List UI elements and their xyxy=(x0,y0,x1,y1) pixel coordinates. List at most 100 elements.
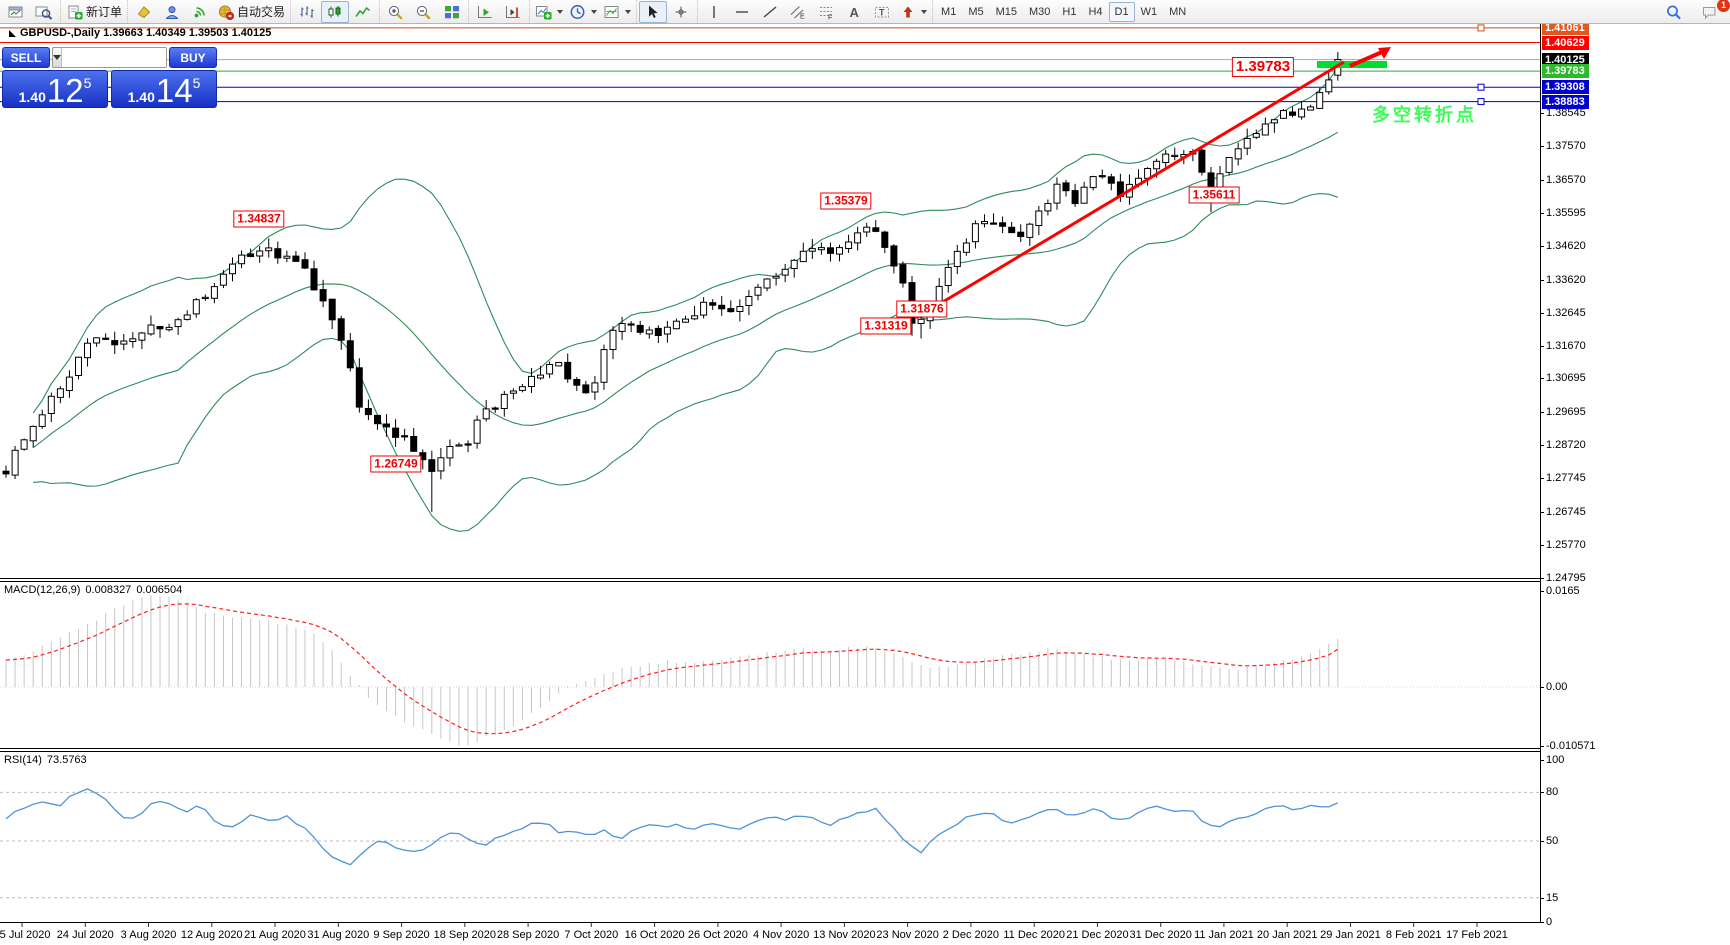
toolbar-button-autoscroll[interactable] xyxy=(471,1,499,23)
timeframe-button-M5[interactable]: M5 xyxy=(968,5,984,18)
buy-price-sup: 5 xyxy=(192,75,201,91)
toolbar-button-depth[interactable] xyxy=(130,1,158,23)
timeframe-button-H4[interactable]: H4 xyxy=(1088,5,1103,18)
axis-tick-mark xyxy=(1540,760,1544,761)
toolbar-button-line[interactable] xyxy=(349,1,377,23)
trend-line[interactable] xyxy=(915,60,1345,320)
candle-body xyxy=(618,323,626,332)
price-tick: 1.32645 xyxy=(1546,307,1586,319)
toolbar-button-arrows[interactable] xyxy=(896,1,930,23)
timeframe-button-MN[interactable]: MN xyxy=(1169,5,1187,18)
toolbar-button-candles[interactable] xyxy=(321,0,350,23)
level-line-handle[interactable] xyxy=(1477,98,1485,106)
macd-signal-line xyxy=(5,603,1339,735)
axis-tick-mark xyxy=(1540,687,1544,688)
level-line-handle[interactable] xyxy=(1477,24,1485,32)
axis-tick-mark xyxy=(1540,213,1544,214)
candle-body xyxy=(38,414,46,427)
toolbar-button-cursor[interactable] xyxy=(639,0,668,23)
candle-body xyxy=(663,326,671,335)
arrow-shaft[interactable] xyxy=(1349,50,1383,68)
candle-body xyxy=(763,278,771,289)
sell-price-display[interactable]: 1.40 12 5 xyxy=(2,70,108,108)
toolbar-button-zoom-in[interactable] xyxy=(382,1,410,23)
buy-button[interactable]: BUY xyxy=(169,47,217,68)
notifications-button[interactable]: 1 xyxy=(1696,0,1730,23)
toolbar-group-chart-type xyxy=(290,0,379,23)
candles-icon xyxy=(326,4,344,20)
arrow-head-icon[interactable] xyxy=(1378,47,1391,59)
volume-decrease-button[interactable] xyxy=(53,48,62,67)
profile-icon xyxy=(163,4,181,20)
timeframe-button-M1[interactable]: M1 xyxy=(941,5,957,18)
search-button[interactable] xyxy=(1660,1,1688,23)
rsi-line xyxy=(5,788,1339,866)
level-price-badge: 1.41061 xyxy=(1542,21,1589,35)
date-label: 9 Sep 2020 xyxy=(373,929,430,941)
rsi-tick: 80 xyxy=(1546,786,1559,798)
level-line-handle[interactable] xyxy=(1477,83,1485,91)
turning-point-note[interactable]: 多空转折点 xyxy=(1372,105,1477,125)
rsi-layer xyxy=(0,788,1540,899)
price-annotation-label[interactable]: 1.35379 xyxy=(820,192,872,210)
candle-body xyxy=(392,427,400,438)
toolbar-button-label[interactable]: T xyxy=(868,1,896,23)
timeframe-button-D1[interactable]: D1 xyxy=(1108,1,1135,22)
bollinger-bands-layer xyxy=(32,66,1339,532)
toolbar-button-bars[interactable] xyxy=(293,1,321,23)
price-annotation-label[interactable]: 1.26749 xyxy=(370,455,422,473)
candle-body xyxy=(1261,123,1269,136)
toolbar-button-crosshair[interactable] xyxy=(667,1,695,23)
toolbar-button-new-chart[interactable] xyxy=(2,1,30,23)
toolbar-button-new-order[interactable]: 新订单 xyxy=(63,1,125,23)
date-label: 3 Aug 2020 xyxy=(120,929,177,941)
timeframe-button-H1[interactable]: H1 xyxy=(1062,5,1077,18)
price-annotation-label[interactable]: 1.31876 xyxy=(896,300,948,318)
axis-tick-mark xyxy=(1540,113,1544,114)
candle-body xyxy=(772,275,780,279)
window-collapse-icon xyxy=(9,29,16,37)
candle-body xyxy=(546,364,554,375)
axis-tick-mark xyxy=(1540,545,1544,546)
price-annotation-label[interactable]: 1.31319 xyxy=(860,317,912,335)
candle-body xyxy=(292,255,300,262)
timeframe-button-M15[interactable]: M15 xyxy=(995,5,1017,18)
toolbar-button-autotrade[interactable]: 自动交易 xyxy=(214,1,288,23)
toolbar-button-hline[interactable] xyxy=(728,1,756,23)
toolbar-button-shift[interactable] xyxy=(499,1,527,23)
toolbar-button-signals[interactable] xyxy=(186,1,214,23)
toolbar-right: 1 xyxy=(1660,0,1730,23)
chevron-down-icon xyxy=(591,9,598,14)
toolbar-button-vline[interactable] xyxy=(700,1,728,23)
candle-body xyxy=(736,306,744,312)
price-annotation-label[interactable]: 1.39783 xyxy=(1231,57,1295,77)
toolbar-button-fibo[interactable]: F xyxy=(812,1,840,23)
label-icon: T xyxy=(873,4,891,20)
price-annotation-label[interactable]: 1.35611 xyxy=(1188,186,1240,204)
candle-body xyxy=(582,384,590,394)
sell-button[interactable]: SELL xyxy=(2,47,50,68)
toolbar-button-profile[interactable] xyxy=(158,1,186,23)
toolbar-button-periods[interactable] xyxy=(566,1,600,23)
date-label: 11 Dec 2020 xyxy=(1003,929,1065,941)
toolbar-button-indicators[interactable] xyxy=(532,1,566,23)
date-label: 17 Feb 2021 xyxy=(1446,929,1508,941)
price-annotation-label[interactable]: 1.34837 xyxy=(233,210,285,228)
timeframe-button-M30[interactable]: M30 xyxy=(1029,5,1051,18)
toolbar-button-channel[interactable]: E xyxy=(784,1,812,23)
price-tick: 1.27745 xyxy=(1546,472,1586,484)
toolbar-button-template[interactable] xyxy=(600,1,634,23)
toolbar-button-chart-profile[interactable] xyxy=(30,1,58,23)
timeframe-button-W1[interactable]: W1 xyxy=(1140,5,1158,18)
sell-price-sup: 5 xyxy=(83,75,92,91)
date-label: 28 Sep 2020 xyxy=(496,929,560,941)
toolbar-button-zoom-out[interactable] xyxy=(410,1,438,23)
buy-price-display[interactable]: 1.40 14 5 xyxy=(111,70,217,108)
toolbar-button-text[interactable]: A xyxy=(840,1,868,23)
candle-body xyxy=(1080,186,1088,204)
candle-body xyxy=(836,247,843,255)
volume-input[interactable] xyxy=(62,48,166,67)
toolbar-button-trendline[interactable] xyxy=(756,1,784,23)
toolbar-button-tile[interactable] xyxy=(438,1,466,23)
